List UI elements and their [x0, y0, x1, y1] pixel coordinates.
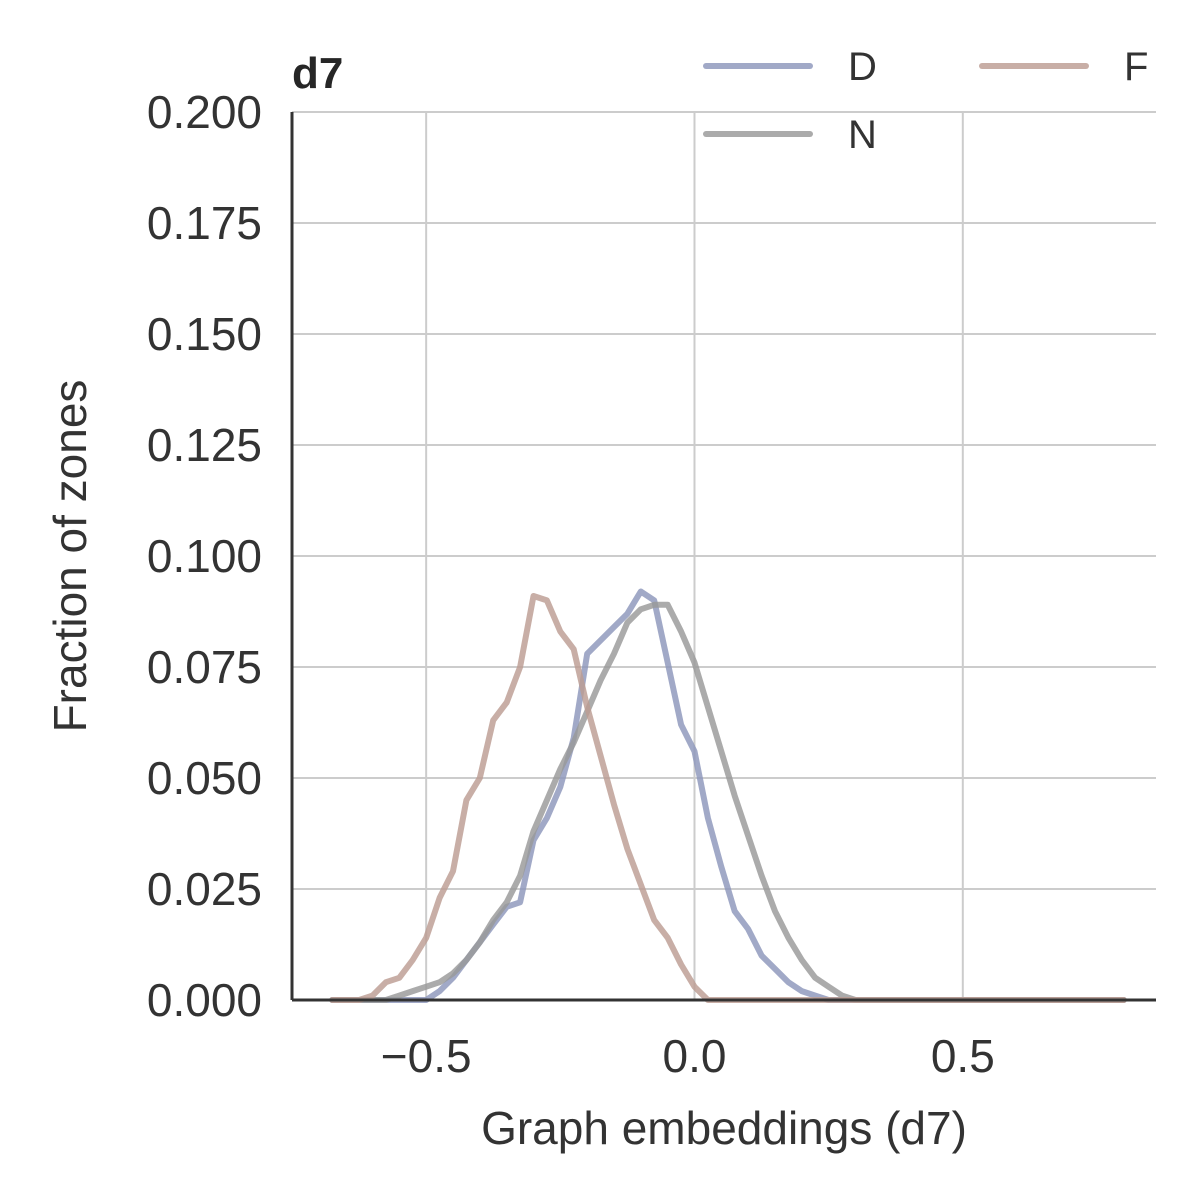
- legend-item-d: D: [703, 45, 877, 89]
- legend-item-n: N: [703, 113, 877, 157]
- y-tick-label: 0.050: [147, 752, 262, 804]
- legend-label: D: [848, 45, 877, 89]
- y-tick-label: 0.200: [147, 86, 262, 138]
- y-axis-label: Fraction of zones: [44, 380, 96, 733]
- legend: D F N: [703, 45, 1148, 157]
- y-tick-label: 0.100: [147, 530, 262, 582]
- series-lines: [329, 588, 1127, 1003]
- axes: [290, 112, 1156, 1002]
- y-tick-label: 0.150: [147, 308, 262, 360]
- y-tick-label: 0.075: [147, 641, 262, 693]
- series-line-f: [329, 593, 1127, 1003]
- legend-item-f: F: [979, 45, 1148, 89]
- y-tick-label: 0.000: [147, 974, 262, 1026]
- x-axis-label: Graph embeddings (d7): [481, 1102, 967, 1154]
- legend-label: N: [848, 113, 877, 157]
- y-tick-label: 0.175: [147, 197, 262, 249]
- series-line-n: [329, 601, 1127, 1003]
- legend-label: F: [1124, 45, 1148, 89]
- grid: [292, 111, 1156, 1000]
- y-tick-label: 0.125: [147, 419, 262, 471]
- y-tick-label: 0.025: [147, 863, 262, 915]
- x-tick-label: 0.0: [663, 1030, 727, 1082]
- x-tick-label: −0.5: [381, 1030, 472, 1082]
- tick-labels: 0.000 0.025 0.050 0.075 0.100 0.125 0.150 0.175…: [147, 86, 995, 1082]
- series-line-d: [329, 588, 1127, 1003]
- chart-title: d7: [292, 49, 343, 98]
- x-tick-label: 0.5: [931, 1030, 995, 1082]
